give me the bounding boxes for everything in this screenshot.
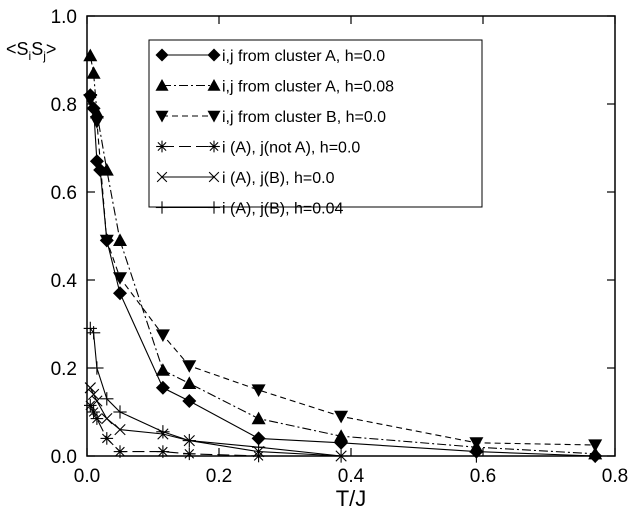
data-point-asterisk [208,140,220,153]
data-point-asterisk [100,432,114,445]
data-point-diamond [251,431,266,446]
data-point-asterisk [156,445,170,458]
series-line [89,99,596,446]
series-line [89,95,596,457]
data-point-triangle-down [182,360,197,373]
axis-ticks [86,15,616,457]
y-axis-label-open: <S [6,39,29,59]
data-point-triangle-down [251,384,266,397]
y-axis-label-sub-j: j [42,49,46,63]
data-point-triangle-down [155,110,169,123]
data-point-triangle-up [334,429,349,442]
data-point-asterisk [87,405,100,419]
data-point-triangle-up [155,79,169,91]
data-point-diamond [207,48,221,62]
data-point-triangle-up [89,105,104,119]
data-point-triangle-down [99,234,114,248]
data-point-triangle-up [86,66,101,79]
data-point-diamond [155,48,169,62]
data-point-triangle-down [89,116,104,129]
data-point-triangle-down [469,437,484,450]
legend-label: i (A), j(not A), h=0.0 [222,140,360,157]
data-point-triangle-up [182,376,197,389]
y-axis-label: <SiSj> [6,39,56,63]
legend: i,j from cluster A, h=0.0 i,j from cluste… [148,39,483,218]
y-tick-label: 1.0 [51,7,77,28]
data-point-triangle-up [155,363,170,376]
data-point-asterisk [90,412,104,425]
data-point-plus [207,201,221,214]
data-point-x [91,395,103,407]
legend-label: i (A), j(B), h=0.0 [222,170,335,187]
data-point-asterisk [183,447,196,461]
data-point-plus [156,425,170,439]
data-point-asterisk [84,399,97,412]
data-point-diamond [182,394,197,408]
legend-label: i (A), j(B), h=0.04 [222,201,343,218]
data-point-triangle-down [588,439,603,452]
data-point-x [114,423,126,436]
legend-label: i,j from cluster B, h=0.0 [222,109,386,126]
data-point-plus [251,440,266,454]
y-axis-label-sub-i: i [29,49,32,63]
x-tick-label: 0.8 [602,466,628,487]
plot-markers [83,48,603,463]
data-point-plus [182,433,196,448]
x-tick-label: 0.2 [206,466,232,487]
data-point-diamond [113,286,127,301]
data-point-x [101,412,113,425]
y-tick-label: 0.6 [51,183,77,204]
series-line [89,405,259,457]
legend-box [148,39,483,208]
y-axis-label-close: > [46,39,57,59]
y-tick-label: 0.2 [51,359,77,380]
y-axis-label-mid: S [31,39,43,59]
y-tick-label: 0.4 [51,271,78,292]
data-point-triangle-down [113,272,127,285]
legend-label: i,j from cluster A, h=0.0 [222,48,385,65]
data-point-triangle-down [334,410,349,424]
legend-label: i,j from cluster A, h=0.08 [222,79,394,96]
y-tick-label: 0.8 [51,95,77,116]
data-point-triangle-up [83,48,98,62]
data-point-plus [113,405,127,419]
data-point-x [208,171,220,183]
data-point-plus [100,392,114,406]
axis-tick-labels: 0.0 0.2 0.4 0.6 0.8 0.0 0.2 0.4 0.6 0.8 1.0 [51,7,629,487]
data-point-x [87,388,100,401]
x-axis-label: T/J [336,486,367,511]
data-point-triangle-up [207,79,221,91]
x-tick-label: 0.6 [470,466,496,487]
data-point-plus [155,201,169,214]
data-point-triangle-up [99,163,114,176]
data-point-asterisk [156,140,168,153]
data-point-x [156,171,168,183]
data-point-triangle-down [207,110,221,123]
data-point-triangle-up [113,233,127,246]
series-line [89,387,342,457]
x-tick-label: 0.4 [338,466,365,487]
data-point-plus [86,326,101,340]
y-tick-label: 0.0 [51,447,77,468]
data-point-triangle-up [251,411,266,425]
data-point-triangle-down [155,329,170,342]
data-point-diamond [155,380,170,395]
x-tick-label: 0.0 [74,466,100,487]
